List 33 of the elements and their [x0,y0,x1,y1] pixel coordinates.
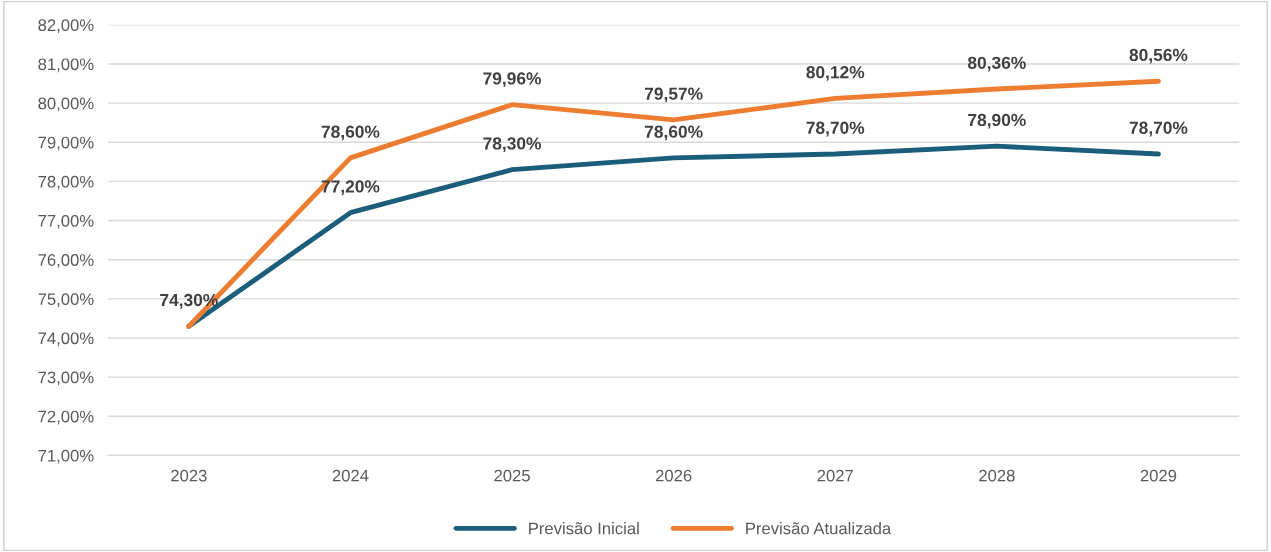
data-label: 79,57% [644,87,703,103]
y-tick-label: 74,00% [38,332,94,347]
y-tick-label: 75,00% [38,293,94,307]
x-tick-label: 2027 [817,469,853,482]
y-tick-label: 72,00% [38,410,94,425]
data-label: 80,56% [1129,48,1188,64]
y-tick-label: 80,00% [38,97,94,112]
y-tick-label: 77,00% [38,214,94,229]
data-label: 77,20% [321,180,380,196]
data-label: 78,70% [1129,121,1188,137]
legend-label: Previsão Inicial [529,522,639,535]
y-tick-label: 79,00% [38,136,94,151]
data-label: 79,96% [483,72,542,88]
data-label: 78,90% [968,113,1026,129]
y-tick-label: 81,00% [38,58,94,73]
x-tick-label: 2025 [494,469,530,482]
data-label: 80,36% [967,56,1026,72]
y-tick-label: 82,00% [38,19,94,34]
x-tick-label: 2028 [979,469,1015,482]
y-tick-label: 76,00% [38,254,94,268]
x-tick-label: 2024 [332,469,369,482]
data-label: 78,60% [644,125,703,141]
x-tick-label: 2026 [655,469,692,482]
y-tick-label: 71,00% [38,449,94,464]
data-label: 78,60% [321,125,380,141]
data-label: 78,70% [806,121,865,137]
data-label: 78,30% [483,137,542,153]
x-tick-label: 2029 [1140,469,1177,482]
x-tick-label: 2023 [171,469,207,482]
legend-label: Previsão Atualizada [746,522,892,535]
y-tick-label: 78,00% [38,175,94,190]
y-tick-label: 73,00% [38,371,94,386]
data-label: 80,12% [806,66,865,81]
